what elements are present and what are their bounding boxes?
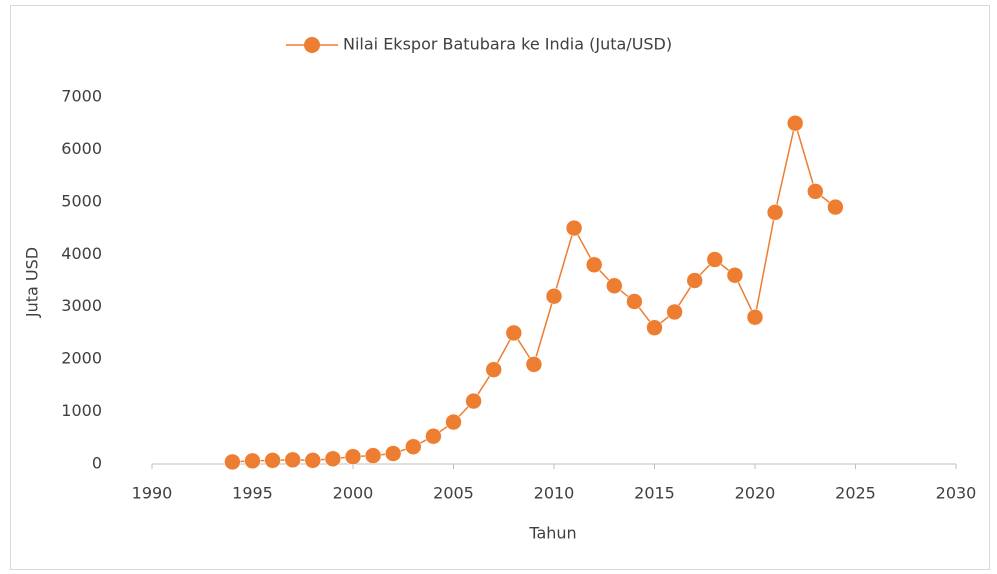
y-tick-label: 3000 [61, 296, 102, 315]
marker [827, 198, 844, 216]
marker [666, 303, 683, 321]
marker [384, 445, 402, 462]
marker [344, 448, 362, 465]
x-tick-label: 2005 [433, 484, 474, 503]
marker [807, 183, 824, 200]
y-tick-label: 0 [92, 454, 102, 473]
marker [746, 308, 764, 326]
marker [606, 277, 623, 294]
marker [304, 452, 322, 469]
y-tick-label: 7000 [61, 87, 102, 106]
marker [786, 114, 804, 132]
marker [364, 447, 382, 464]
marker [686, 272, 703, 289]
x-axis-label: Tahun [528, 524, 576, 543]
marker [525, 356, 543, 373]
marker [646, 319, 663, 336]
marker [726, 267, 744, 284]
marker [445, 413, 462, 431]
chart-border [10, 5, 990, 570]
marker [405, 438, 422, 455]
x-tick-label: 2000 [333, 484, 374, 503]
y-tick-label: 1000 [61, 401, 102, 420]
x-tick-label: 1995 [232, 484, 273, 503]
y-tick-label: 6000 [61, 139, 102, 158]
y-tick-label: 2000 [61, 349, 102, 368]
marker [626, 293, 643, 310]
x-tick-label: 2025 [835, 484, 876, 503]
y-axis-label: Juta USD [23, 247, 42, 318]
y-tick-label: 5000 [61, 191, 102, 210]
x-tick-label: 2030 [936, 484, 977, 503]
marker [425, 427, 442, 445]
marker [324, 450, 342, 468]
marker [706, 251, 724, 268]
marker [224, 453, 241, 471]
x-tick-label: 2020 [735, 484, 776, 503]
legend-marker [304, 37, 320, 53]
marker [284, 451, 301, 469]
y-tick-label: 4000 [61, 244, 102, 263]
legend-label: Nilai Ekspor Batubara ke India (Juta/USD… [343, 35, 672, 54]
marker [545, 287, 563, 305]
marker [505, 324, 523, 342]
x-tick-label: 1990 [132, 484, 173, 503]
marker [264, 452, 281, 469]
marker [565, 219, 583, 237]
marker [465, 392, 482, 410]
x-tick-label: 2010 [534, 484, 575, 503]
marker [585, 256, 603, 274]
marker [766, 204, 784, 221]
x-tick-label: 2015 [634, 484, 675, 503]
marker [244, 452, 261, 470]
marker [485, 361, 502, 378]
